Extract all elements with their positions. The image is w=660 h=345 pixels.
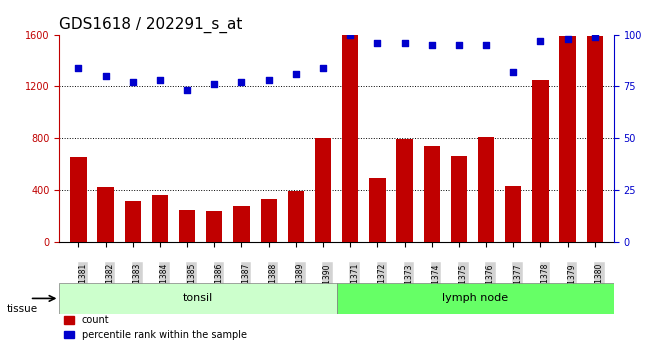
Point: [263, 77, 274, 83]
Text: GSM51372: GSM51372: [378, 263, 386, 304]
Bar: [70, 157, 86, 241]
Text: GSM51377: GSM51377: [513, 263, 522, 305]
Bar: [397, 139, 412, 241]
Bar: [505, 186, 521, 242]
Point: [182, 88, 193, 93]
Text: GSM51385: GSM51385: [187, 263, 196, 304]
Bar: [478, 137, 494, 242]
Text: tonsil: tonsil: [183, 294, 213, 303]
Point: [290, 71, 301, 77]
Bar: [560, 36, 576, 242]
Text: GSM51373: GSM51373: [405, 263, 414, 305]
Text: GSM51382: GSM51382: [106, 263, 115, 304]
Text: GSM51381: GSM51381: [79, 263, 87, 304]
Text: GSM51388: GSM51388: [269, 263, 278, 304]
Text: GSM51371: GSM51371: [350, 263, 359, 304]
Bar: [234, 206, 249, 242]
Bar: [152, 195, 168, 242]
Bar: [532, 80, 548, 242]
Text: lymph node: lymph node: [442, 294, 508, 303]
Point: [209, 81, 220, 87]
Text: GSM51378: GSM51378: [541, 263, 549, 304]
Text: GSM51375: GSM51375: [459, 263, 468, 305]
Text: GDS1618 / 202291_s_at: GDS1618 / 202291_s_at: [59, 17, 243, 33]
Text: GSM51380: GSM51380: [595, 263, 604, 304]
Point: [154, 77, 165, 83]
Point: [508, 69, 519, 75]
Bar: [451, 156, 467, 241]
Point: [562, 36, 573, 41]
Bar: [587, 36, 603, 242]
Point: [535, 38, 546, 43]
Bar: [261, 199, 277, 242]
Bar: [424, 146, 440, 242]
Point: [453, 42, 464, 48]
Bar: [315, 138, 331, 241]
FancyBboxPatch shape: [59, 283, 337, 314]
Point: [426, 42, 437, 48]
Point: [589, 34, 600, 39]
Text: GSM51384: GSM51384: [160, 263, 169, 304]
Bar: [369, 178, 385, 242]
Point: [399, 40, 410, 46]
Text: GSM51386: GSM51386: [214, 263, 223, 304]
Bar: [206, 211, 222, 241]
Text: GSM51379: GSM51379: [568, 263, 577, 305]
Bar: [342, 34, 358, 242]
Bar: [288, 191, 304, 242]
Point: [100, 73, 111, 79]
Text: GSM51390: GSM51390: [323, 263, 332, 305]
FancyBboxPatch shape: [337, 283, 614, 314]
Text: tissue: tissue: [7, 304, 38, 314]
Point: [236, 79, 247, 85]
Text: GSM51383: GSM51383: [133, 263, 142, 304]
Point: [317, 65, 328, 70]
Point: [480, 42, 491, 48]
Point: [345, 32, 356, 37]
Point: [372, 40, 383, 46]
Point: [127, 79, 138, 85]
Bar: [179, 210, 195, 241]
Legend: count, percentile rank within the sample: count, percentile rank within the sample: [64, 315, 247, 340]
Point: [73, 65, 84, 70]
Bar: [98, 187, 114, 241]
Text: GSM51389: GSM51389: [296, 263, 305, 304]
Text: GSM51387: GSM51387: [242, 263, 251, 304]
Text: GSM51374: GSM51374: [432, 263, 441, 305]
Bar: [125, 201, 141, 242]
Text: GSM51376: GSM51376: [486, 263, 495, 305]
